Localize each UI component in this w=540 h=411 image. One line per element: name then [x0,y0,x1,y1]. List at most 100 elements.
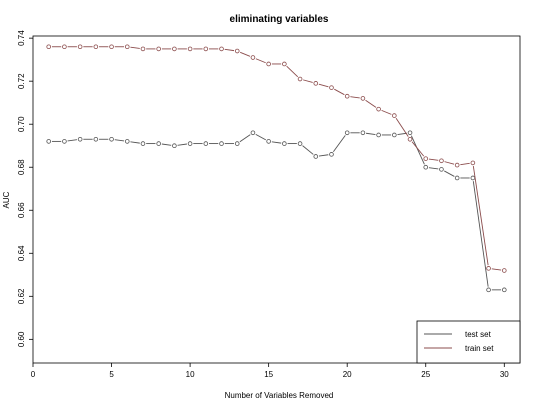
x-tick-label: 30 [500,370,509,379]
data-point [329,85,334,90]
data-point [250,130,256,136]
x-tick-label: 5 [109,370,114,379]
data-point [470,160,476,166]
y-tick-label: 0.64 [17,245,26,261]
data-point [187,141,193,146]
plot-box [32,35,521,364]
x-tick-label: 10 [186,370,195,379]
x-tick-label: 20 [343,370,352,379]
data-point [109,44,114,50]
data-point [140,46,146,52]
series-test-set [46,130,507,293]
x-axis-title: Number of Variables Removed [225,391,334,400]
x-tick-label: 15 [264,370,273,379]
data-point [501,287,507,293]
data-point [392,132,397,138]
data-point [282,141,287,146]
x-axis: 0 5 10 15 20 25 30 [31,363,509,379]
data-point [219,46,224,52]
series-segment [224,48,235,52]
data-point [187,46,193,52]
data-point [93,44,99,50]
data-point [203,141,209,146]
series-segment [130,46,140,49]
series-segment [350,96,360,99]
data-point [454,162,460,168]
data-point [360,96,366,101]
legend: test set train set [416,320,521,364]
data-point [376,106,381,112]
legend-label-test-set: test set [465,330,492,339]
series-segment [395,118,409,137]
series-segment [411,141,425,157]
series-segment [472,166,489,266]
data-point [297,76,303,82]
data-point [376,132,381,138]
legend-label-train-set: train set [465,344,494,353]
data-point [156,141,161,146]
data-point [392,113,397,118]
y-axis: 0.60 0.62 0.64 0.66 0.68 0.70 0.72 0.74 [17,30,33,347]
legend-box [416,320,521,364]
series-segment [428,167,439,170]
series-segment [177,143,187,146]
data-point [77,136,83,142]
series-segment [303,79,313,83]
data-point [140,141,146,146]
series-segment [428,158,439,161]
data-point [266,139,271,144]
series-segment [130,141,140,144]
series-layer [46,44,507,293]
y-tick-label: 0.60 [17,331,26,347]
chart-title: eliminating variables [230,14,329,25]
y-tick-label: 0.66 [17,202,26,218]
data-point [46,44,52,50]
data-point [219,141,224,146]
series-segment [472,181,489,287]
series-segment [491,268,502,271]
series-segment [365,99,377,108]
x-tick-label: 0 [31,370,36,379]
data-point [62,44,67,50]
data-point [124,44,130,50]
data-point [329,152,334,157]
series-segment [397,132,407,135]
series-segment [302,145,314,155]
data-point [93,136,99,142]
series-segment [255,133,267,141]
y-tick-label: 0.70 [17,116,26,132]
data-point [344,130,350,136]
series-segment [444,170,455,177]
series-segment [286,65,299,78]
data-point [156,46,161,52]
series-segment [240,51,251,57]
series-segment [444,161,455,165]
data-point [172,46,177,52]
data-point [423,164,429,170]
data-point [62,139,67,144]
series-segment [366,132,376,135]
series-segment [333,135,346,153]
series-segment [410,135,425,165]
series-segment [239,134,251,143]
y-tick-label: 0.62 [17,288,26,304]
data-point [203,46,209,52]
series-segment [318,83,329,88]
data-point [46,139,52,144]
series-segment [114,139,125,142]
data-point [250,55,256,60]
y-axis-title: AUC [2,191,11,208]
data-point [172,143,177,149]
series-train-set [46,44,507,273]
data-point [423,156,429,161]
series-segment [255,58,266,64]
series-segment [161,143,172,146]
x-tick-label: 25 [421,370,430,379]
data-point [407,136,413,142]
data-point [439,167,444,172]
series-segment [460,162,470,166]
data-point [454,175,460,181]
series-segment [318,154,329,157]
data-point [360,130,366,136]
